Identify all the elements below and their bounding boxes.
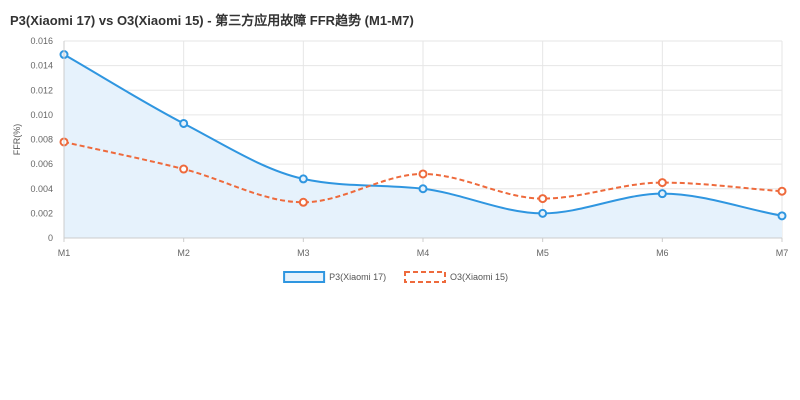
data-point[interactable] [298, 197, 308, 207]
data-point[interactable] [179, 164, 189, 174]
legend-item-1[interactable]: O3(Xiaomi 15) [404, 271, 508, 283]
y-tick-label: 0.012 [30, 85, 53, 95]
axis-layer: 0 0.002 0.004 0.006 0.008 0.010 0.012 0.014 0.01… [12, 36, 788, 258]
y-tick-label: 0.006 [30, 159, 53, 169]
chart-title: P3(Xiaomi 17) vs O3(Xiaomi 15) - 第三方应用故障… [10, 13, 414, 28]
x-tick-label: M6 [656, 248, 669, 258]
legend-item-0[interactable]: P3(Xiaomi 17) [283, 271, 386, 283]
legend[interactable]: P3(Xiaomi 17) O3(Xiaomi 15) [283, 271, 508, 283]
data-point[interactable] [777, 211, 787, 221]
y-tick-label: 0.016 [30, 36, 53, 46]
series-area-0 [64, 54, 782, 239]
x-tick-label: M3 [297, 248, 310, 258]
x-tick-label: M5 [536, 248, 549, 258]
y-axis-title: FFR(%) [12, 124, 22, 156]
data-point[interactable] [657, 178, 667, 188]
y-tick-label: 0.008 [30, 135, 53, 145]
data-point[interactable] [657, 189, 667, 199]
y-tick-label: 0.014 [30, 61, 53, 71]
data-point[interactable] [418, 169, 428, 179]
area-layer [64, 54, 782, 239]
data-point[interactable] [418, 184, 428, 194]
legend-label: P3(Xiaomi 17) [329, 272, 386, 282]
data-point[interactable] [538, 194, 548, 204]
x-tick-label: M2 [177, 248, 190, 258]
x-tick-label: M4 [417, 248, 430, 258]
legend-swatch [404, 271, 446, 283]
y-tick-label: 0.002 [30, 208, 53, 218]
series-layer [59, 50, 787, 221]
legend-swatch [283, 271, 326, 283]
x-tick-label: M7 [776, 248, 789, 258]
data-point[interactable] [179, 118, 189, 128]
x-tick-label: M1 [58, 248, 71, 258]
y-tick-label: 0.004 [30, 184, 53, 194]
data-point[interactable] [538, 208, 548, 218]
legend-label: O3(Xiaomi 15) [450, 272, 508, 282]
y-tick-label: 0.010 [30, 110, 53, 120]
data-point[interactable] [298, 174, 308, 184]
y-tick-label: 0 [48, 233, 53, 243]
data-point[interactable] [777, 186, 787, 196]
